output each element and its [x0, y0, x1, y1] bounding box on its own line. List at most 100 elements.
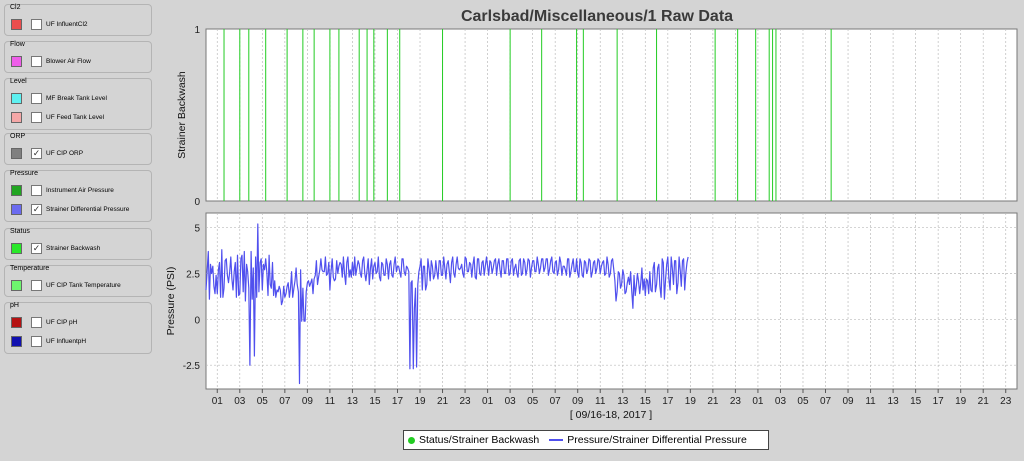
legend-label-backwash: Status/Strainer Backwash — [419, 434, 540, 446]
series-checkbox[interactable] — [31, 92, 42, 104]
legend-marker-backwash — [408, 436, 415, 444]
color-swatch[interactable] — [11, 279, 22, 291]
series-checkbox[interactable] — [31, 316, 42, 328]
series-group-cl2: Cl2 UF InfluentCl2 — [4, 4, 152, 36]
series-label: MF Break Tank Level — [46, 94, 107, 102]
color-swatch[interactable] — [11, 335, 22, 347]
x-tick-label: 11 — [325, 396, 336, 407]
series-checkbox[interactable] — [31, 279, 42, 291]
x-tick-label: 23 — [1000, 396, 1012, 407]
series-checkbox[interactable] — [31, 111, 42, 123]
x-tick-label: 07 — [550, 396, 562, 407]
series-label: UF CIP ORP — [46, 149, 84, 157]
x-tick-label: 23 — [730, 396, 742, 407]
x-tick-label: 15 — [640, 396, 652, 407]
series-row[interactable]: ✓ Strainer Differential Pressure — [11, 203, 129, 215]
group-title: Status — [10, 228, 30, 235]
series-label: Strainer Backwash — [46, 244, 101, 252]
series-label: UF CIP Tank Temperature — [46, 281, 121, 289]
color-swatch[interactable] — [11, 18, 22, 30]
color-swatch[interactable] — [11, 242, 22, 254]
x-tick-label: 05 — [527, 396, 539, 407]
x-tick-label: 09 — [842, 396, 854, 407]
x-tick-label: 03 — [775, 396, 787, 407]
x-tick-label: 19 — [685, 396, 697, 407]
series-row[interactable]: UF CIP Tank Temperature — [11, 279, 121, 291]
pressure-y-tick: 2.5 — [186, 270, 200, 281]
series-checkbox[interactable] — [31, 335, 42, 347]
color-swatch[interactable] — [11, 203, 22, 215]
x-tick-label: 13 — [888, 396, 900, 407]
x-tick-label: 01 — [482, 396, 494, 407]
chart-title: Carlsbad/Miscellaneous/1 Raw Data — [461, 8, 733, 25]
x-tick-label: 21 — [978, 396, 990, 407]
pressure-panel: 5 2.5 0 -2.5 Pressure (PSI) — [165, 212, 1018, 390]
series-group-status: Status ✓ Strainer Backwash — [4, 228, 152, 260]
series-row[interactable]: Instrument Air Pressure — [11, 184, 114, 196]
x-tick-label: 01 — [212, 396, 224, 407]
x-tick-label: 21 — [707, 396, 719, 407]
series-row[interactable]: Blower Air Flow — [11, 55, 91, 67]
backwash-y-tick: 1 — [194, 25, 200, 36]
series-row[interactable]: UF Feed Tank Level — [11, 111, 104, 123]
series-label: UF CIP pH — [46, 318, 78, 326]
pressure-series-line — [205, 223, 689, 385]
series-row[interactable]: UF CIP pH — [11, 316, 77, 328]
series-label: Strainer Differential Pressure — [46, 205, 130, 213]
series-label: Blower Air Flow — [46, 57, 91, 65]
x-tick-label: 09 — [302, 396, 314, 407]
x-tick-label: 07 — [279, 396, 291, 407]
color-swatch[interactable] — [11, 111, 22, 123]
group-title: Cl2 — [10, 4, 21, 11]
x-tick-label: 07 — [820, 396, 832, 407]
color-swatch[interactable] — [11, 184, 22, 196]
series-checkbox[interactable] — [31, 18, 42, 30]
backwash-y-tick: 0 — [194, 197, 200, 208]
group-title: Temperature — [10, 265, 50, 272]
series-row[interactable]: UF InfluentCl2 — [11, 18, 88, 30]
x-tick-label: 17 — [933, 396, 945, 407]
group-title: Flow — [10, 41, 25, 48]
series-row[interactable]: MF Break Tank Level — [11, 92, 107, 104]
x-tick-label: 13 — [347, 396, 359, 407]
color-swatch[interactable] — [11, 55, 22, 67]
series-group-temperature: Temperature UF CIP Tank Temperature — [4, 265, 152, 297]
series-row[interactable]: ✓ Strainer Backwash — [11, 242, 100, 254]
x-tick-label: 19 — [414, 396, 426, 407]
group-title: Pressure — [10, 170, 39, 177]
series-checkbox[interactable]: ✓ — [31, 147, 42, 159]
group-title: pH — [10, 302, 19, 309]
series-group-flow: Flow Blower Air Flow — [4, 41, 152, 73]
pressure-plot-background — [205, 212, 1018, 390]
series-label: Instrument Air Pressure — [46, 186, 114, 194]
color-swatch[interactable] — [11, 92, 22, 104]
series-checkbox[interactable] — [31, 55, 42, 67]
x-tick-label: 17 — [662, 396, 674, 407]
backwash-panel: 0 1 Strainer Backwash — [176, 25, 1018, 208]
pressure-y-axis-label: Pressure (PSI) — [165, 267, 177, 336]
x-tick-label: 03 — [234, 396, 246, 407]
series-checkbox[interactable] — [31, 184, 42, 196]
x-tick-label: 15 — [369, 396, 381, 407]
series-label: UF InfluentpH — [46, 337, 87, 345]
x-tick-label: 05 — [257, 396, 269, 407]
chart-legend: Status/Strainer Backwash Pressure/Strain… — [403, 430, 769, 450]
chart-svg: Carlsbad/Miscellaneous/1 Raw Data 01Stra… — [165, 8, 1018, 421]
series-selector-panel: Cl2 UF InfluentCl2 Flow Blower Air Flow Leve… — [0, 0, 158, 456]
x-tick-label: 21 — [437, 396, 449, 407]
series-group-level: Level MF Break Tank Level UF Feed Tank Lev… — [4, 78, 152, 130]
series-row[interactable]: UF InfluentpH — [11, 335, 86, 347]
color-swatch[interactable] — [11, 147, 22, 159]
series-checkbox[interactable]: ✓ — [31, 203, 42, 215]
backwash-plot-background — [205, 28, 1018, 202]
series-row[interactable]: ✓ UF CIP ORP — [11, 147, 83, 159]
legend-label-pressure: Pressure/Strainer Differential Pressure — [567, 434, 747, 446]
pressure-y-tick: 5 — [194, 224, 200, 235]
x-tick-label: 11 — [865, 396, 876, 407]
group-title: Level — [10, 78, 27, 85]
series-checkbox[interactable]: ✓ — [31, 242, 42, 254]
legend-marker-pressure — [549, 439, 564, 441]
x-axis: 01 03 05 07 09 11 13 15 17 19 21 23 01 03 05 07 09 11 13 15… — [212, 389, 1012, 407]
series-group-orp: ORP ✓ UF CIP ORP — [4, 133, 152, 165]
color-swatch[interactable] — [11, 316, 22, 328]
